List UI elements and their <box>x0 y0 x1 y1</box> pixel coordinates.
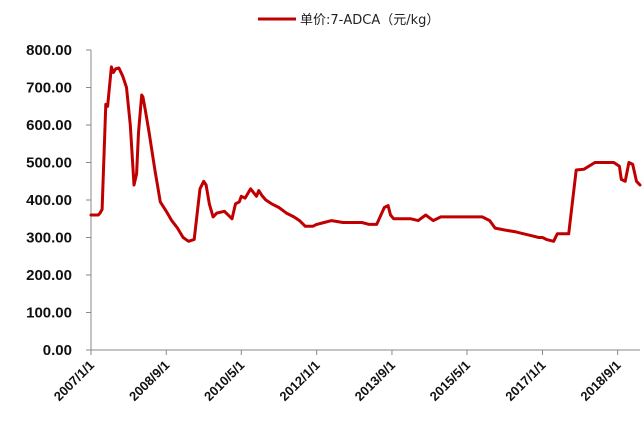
axes <box>90 50 640 351</box>
x-tick-label: 2013/9/1 <box>352 358 398 404</box>
x-tick-label: 2018/9/1 <box>577 358 623 404</box>
x-tick-label: 2007/1/1 <box>51 358 97 404</box>
y-tick-label: 0.00 <box>43 342 72 359</box>
y-tick-label: 700.00 <box>26 80 72 97</box>
x-tick-label: 2012/1/1 <box>276 358 322 404</box>
legend: 单价:7-ADCA（元/kg） <box>258 13 439 28</box>
x-axis-ticks: 2007/1/1 2008/9/1 2010/5/1 2012/1/1 2013/9/1… <box>51 350 624 404</box>
x-tick-label: 2017/1/1 <box>502 358 548 404</box>
y-tick-label: 200.00 <box>26 267 72 284</box>
legend-label: 单价:7-ADCA（元/kg） <box>300 13 439 28</box>
x-tick-label: 2010/5/1 <box>201 358 247 404</box>
y-tick-label: 500.00 <box>26 155 72 172</box>
y-tick-label: 600.00 <box>26 117 72 134</box>
y-tick-label: 100.00 <box>26 305 72 322</box>
series-layer <box>89 65 642 243</box>
y-tick-label: 800.00 <box>26 42 72 59</box>
x-tick-label: 2008/9/1 <box>126 358 172 404</box>
series-line <box>89 65 642 243</box>
x-tick-label: 2015/5/1 <box>427 358 473 404</box>
y-axis-ticks: 0.00 100.00 200.00 300.00 400.00 500.00 600.00… <box>26 42 91 359</box>
y-tick-label: 400.00 <box>26 192 72 209</box>
y-tick-label: 300.00 <box>26 230 72 247</box>
